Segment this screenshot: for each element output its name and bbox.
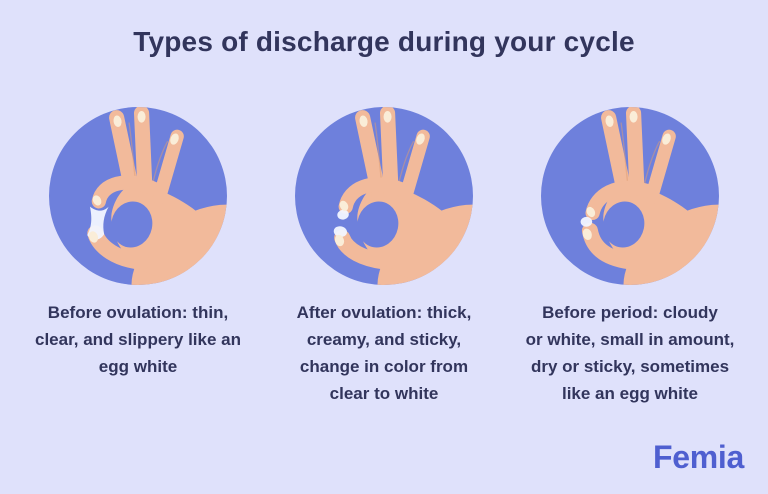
stage-before-period: Before period: cloudy or white, small in… <box>507 106 753 407</box>
ok-hand-stretchy-discharge-icon <box>49 106 227 285</box>
stage-list: Before ovulation: thin, clear, and slipp… <box>0 106 768 407</box>
page-title: Types of discharge during your cycle <box>133 26 635 57</box>
stage-caption: Before period: cloudy or white, small in… <box>525 302 735 403</box>
stage-caption: After ovulation: thick, creamy, and stic… <box>296 302 472 403</box>
stage-after-ovulation: After ovulation: thick, creamy, and stic… <box>261 106 507 407</box>
ok-hand-creamy-discharge-icon <box>295 106 473 285</box>
stage-before-ovulation: Before ovulation: thin, clear, and slipp… <box>15 106 261 407</box>
femia-brand-logo: Femia <box>653 439 744 475</box>
stage-caption: Before ovulation: thin, clear, and slipp… <box>35 302 241 376</box>
ok-hand-small-discharge-icon <box>541 106 719 285</box>
